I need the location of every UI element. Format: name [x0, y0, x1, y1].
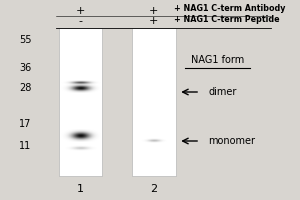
Text: 1: 1 [77, 184, 84, 194]
Text: +: + [76, 6, 85, 16]
Text: +: + [149, 16, 158, 26]
Text: 11: 11 [19, 141, 31, 151]
Text: + NAG1 C-term Antibody: + NAG1 C-term Antibody [174, 4, 286, 13]
Text: +: + [149, 6, 158, 16]
Bar [58, 28, 102, 176]
Bar [132, 28, 176, 176]
Text: -: - [78, 16, 82, 26]
Text: dimer: dimer [208, 87, 237, 97]
Text: 28: 28 [19, 83, 31, 93]
Text: 36: 36 [19, 63, 31, 73]
Text: 2: 2 [150, 184, 158, 194]
Text: monomer: monomer [208, 136, 255, 146]
Text: 17: 17 [19, 119, 31, 129]
Text: + NAG1 C-term Peptide: + NAG1 C-term Peptide [174, 15, 280, 23]
Text: NAG1 form: NAG1 form [191, 55, 244, 65]
Text: 55: 55 [19, 35, 31, 45]
